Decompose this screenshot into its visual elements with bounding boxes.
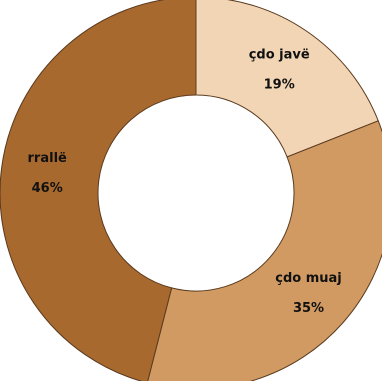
slice-2-category-label: çdo muaj: [275, 271, 342, 286]
slice-1: [195, 0, 379, 158]
slice-2: [147, 120, 382, 381]
donut-labels: çdo javë 19% çdo muaj 35% rrallë 46%: [28, 48, 342, 317]
slice-3: [0, 0, 197, 381]
slice-3-category-label: rrallë: [28, 151, 68, 166]
slice-1-value-label: 19%: [264, 78, 295, 93]
slice-1-category-label: çdo javë: [249, 48, 310, 63]
slice-3-value-label: 46%: [32, 181, 63, 196]
slice-2-value-label: 35%: [293, 301, 324, 316]
